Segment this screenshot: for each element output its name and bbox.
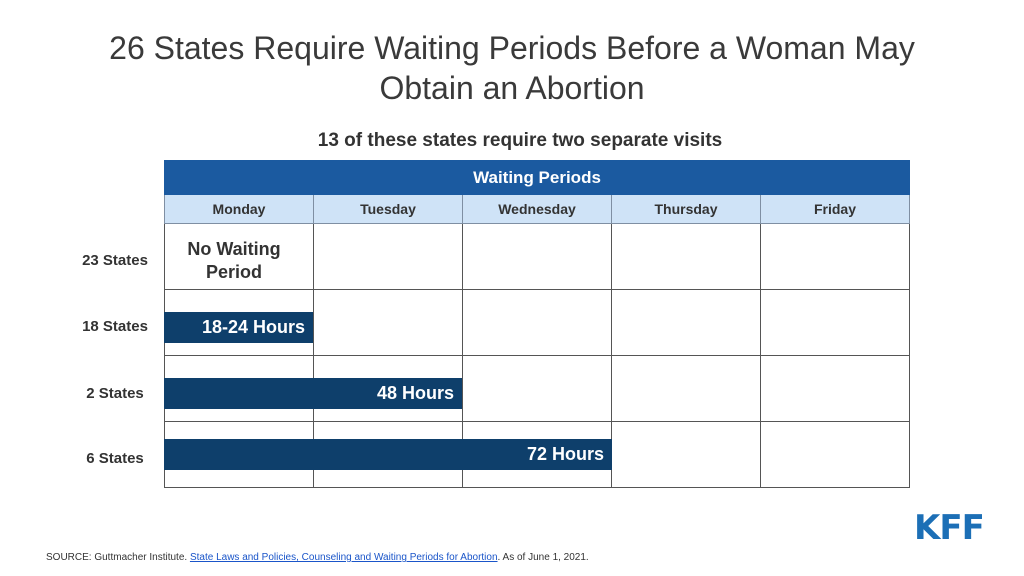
table-header: Waiting Periods	[164, 160, 910, 195]
day-tuesday: Tuesday	[314, 195, 463, 224]
waiting-period-table: Waiting Periods Monday Tuesday Wednesday…	[164, 160, 910, 488]
row-label-2-states: 2 States	[86, 385, 144, 402]
bar-48-hours: 48 Hours	[164, 378, 462, 409]
row-label-23-states: 23 States	[82, 252, 148, 269]
source-link[interactable]: State Laws and Policies, Counseling and …	[189, 552, 498, 563]
grid-line	[164, 289, 910, 290]
row-label-18-states: 18 States	[82, 318, 148, 335]
grid-line	[760, 224, 761, 488]
grid-line	[462, 224, 463, 488]
grid-line	[611, 224, 612, 488]
source-suffix: . As of June 1, 2021.	[497, 552, 589, 563]
day-friday: Friday	[761, 195, 910, 224]
day-thursday: Thursday	[612, 195, 761, 224]
grid-line	[164, 355, 910, 356]
grid-line	[909, 224, 910, 488]
chart-subtitle: 13 of these states require two separate …	[317, 130, 723, 151]
grid-line	[164, 487, 910, 488]
no-waiting-period-label: No Waiting Period	[187, 239, 281, 282]
kff-logo: KFF	[914, 508, 985, 548]
row-label-6-states: 6 States	[86, 450, 144, 467]
day-monday: Monday	[164, 195, 314, 224]
grid-line	[164, 224, 165, 488]
source-prefix: SOURCE: Guttmacher Institute.	[46, 552, 190, 563]
bar-18-24-hours: 18-24 Hours	[164, 312, 313, 343]
grid-line	[164, 421, 910, 422]
source-note: SOURCE: Guttmacher Institute. State Laws…	[46, 552, 589, 563]
day-header-row: Monday Tuesday Wednesday Thursday Friday	[164, 195, 910, 224]
chart-title: 26 States Require Waiting Periods Before…	[109, 30, 915, 106]
grid-area	[164, 224, 910, 488]
bar-72-hours: 72 Hours	[164, 439, 612, 470]
day-wednesday: Wednesday	[463, 195, 612, 224]
grid-line	[313, 224, 314, 488]
